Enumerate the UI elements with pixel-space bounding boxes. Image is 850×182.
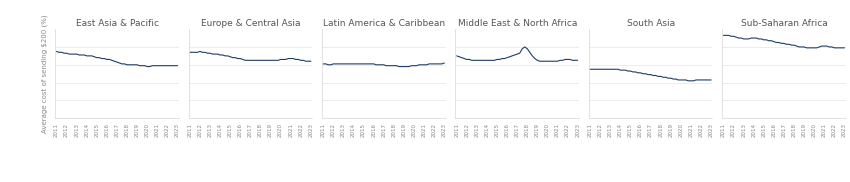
Title: South Asia: South Asia: [626, 19, 675, 28]
Title: Europe & Central Asia: Europe & Central Asia: [201, 19, 300, 28]
Title: Sub-Saharan Africa: Sub-Saharan Africa: [740, 19, 827, 28]
Y-axis label: Average cost of sending $200 (%): Average cost of sending $200 (%): [42, 14, 48, 133]
Title: Latin America & Caribbean: Latin America & Caribbean: [323, 19, 445, 28]
Title: East Asia & Pacific: East Asia & Pacific: [76, 19, 158, 28]
Title: Middle East & North Africa: Middle East & North Africa: [457, 19, 577, 28]
